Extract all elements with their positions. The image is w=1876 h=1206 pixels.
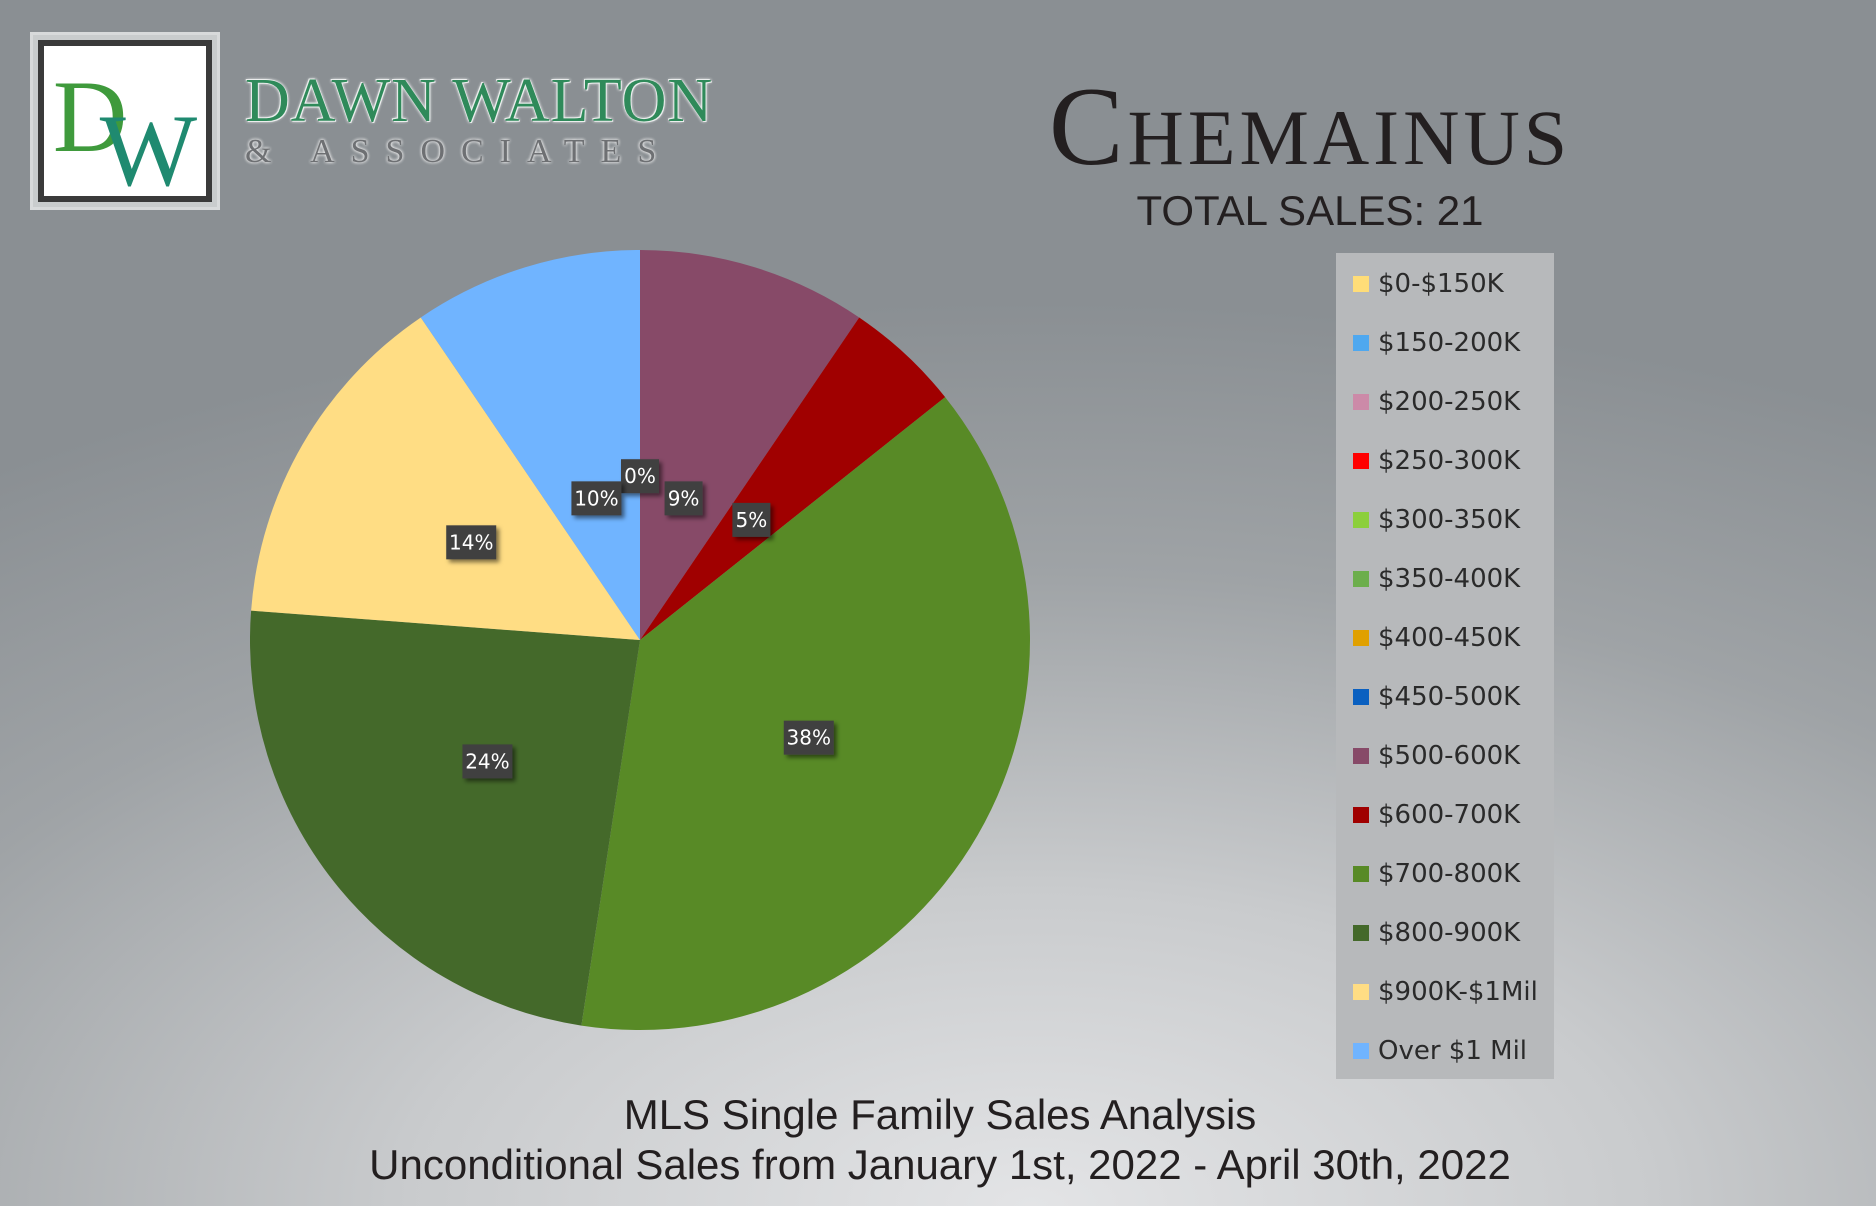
legend-label: $200-250K — [1378, 387, 1521, 417]
brand-subtitle: & ASSOCIATES — [245, 133, 673, 170]
legend-swatch — [1353, 394, 1369, 410]
legend-item: $200-250K — [1336, 380, 1554, 439]
legend-swatch — [1353, 630, 1369, 646]
legend-swatch — [1353, 866, 1369, 882]
legend-label: Over $1 Mil — [1378, 1036, 1528, 1066]
legend-item: $800-900K — [1336, 911, 1554, 970]
legend-swatch — [1353, 925, 1369, 941]
legend-swatch — [1353, 807, 1369, 823]
pie-data-label-text: 38% — [787, 726, 831, 750]
pie-slice — [251, 317, 640, 640]
pie-data-label-box — [571, 481, 622, 516]
legend-swatch — [1353, 984, 1369, 1000]
logo-letter-w: W — [100, 94, 198, 196]
legend-item: $450-500K — [1336, 675, 1554, 734]
logo-letter-d: D — [53, 60, 127, 174]
legend-label: $350-400K — [1378, 564, 1521, 594]
brand-name: DAWN WALTON — [245, 67, 714, 135]
pie-data-label-box — [446, 525, 497, 560]
city-title: Chemainus — [1048, 65, 1572, 189]
legend-label: $0-$150K — [1378, 269, 1504, 299]
legend-label: $700-800K — [1378, 859, 1521, 889]
pie-slice — [640, 250, 860, 640]
legend-label: $800-900K — [1378, 918, 1521, 948]
pie-data-label-box — [621, 459, 659, 494]
pie-data-label: 24% — [462, 744, 513, 779]
legend-item: $400-450K — [1336, 616, 1554, 675]
footer: MLS Single Family Sales Analysis Uncondi… — [200, 1090, 1680, 1190]
brand-wordmark: DAWN WALTON & ASSOCIATES — [245, 68, 745, 170]
legend-label: $250-300K — [1378, 446, 1521, 476]
footer-date-range: Unconditional Sales from January 1st, 20… — [369, 1141, 1511, 1188]
pie-data-label: 38% — [783, 720, 834, 755]
pie-chart-svg: 0% 9% 5% 38% 24% 14% 10% — [250, 250, 1030, 1030]
pie-slice — [640, 317, 946, 640]
legend-item: $500-600K — [1336, 734, 1554, 793]
pie-data-label-text: 10% — [574, 486, 618, 510]
pie-data-label: 0% — [621, 459, 659, 494]
legend-label: $300-350K — [1378, 505, 1521, 535]
legend-label: $400-450K — [1378, 623, 1521, 653]
logo: D W — [30, 32, 220, 210]
pie-data-label: 14% — [446, 525, 497, 560]
legend-swatch — [1353, 453, 1369, 469]
legend-label: $450-500K — [1378, 682, 1521, 712]
pie-slice — [581, 397, 1030, 1030]
legend-swatch — [1353, 335, 1369, 351]
legend-item: $150-200K — [1336, 321, 1554, 380]
legend-swatch — [1353, 1043, 1369, 1059]
legend-item: $0-$150K — [1336, 262, 1554, 321]
legend-item: $900K-$1Mil — [1336, 970, 1554, 1029]
legend-item: $250-300K — [1336, 439, 1554, 498]
legend-swatch — [1353, 512, 1369, 528]
legend-swatch — [1353, 689, 1369, 705]
legend-label: $150-200K — [1378, 328, 1521, 358]
pie-slice — [420, 250, 640, 640]
pie-data-label-box — [664, 481, 703, 516]
pie-data-label-box — [783, 720, 834, 755]
footer-title: MLS Single Family Sales Analysis — [623, 1091, 1257, 1138]
logo-monogram: D W — [53, 60, 198, 196]
legend-swatch — [1353, 748, 1369, 764]
pie-data-label-box — [732, 502, 771, 537]
total-sales: TOTAL SALES: 21 — [1136, 187, 1484, 234]
pie-data-label-text: 14% — [449, 530, 493, 554]
pie-chart: 0% 9% 5% 38% 24% 14% 10% — [200, 200, 1080, 1070]
chart-legend: $0-$150K $150-200K $200-250K $250-300K $300-… — [1336, 253, 1554, 1079]
pie-data-label-text: 0% — [624, 464, 656, 488]
pie-data-label: 9% — [664, 481, 703, 516]
pie-slice — [250, 610, 640, 1026]
pie-data-label-text: 5% — [736, 508, 768, 532]
legend-label: $600-700K — [1378, 800, 1521, 830]
pie-data-label-text: 24% — [465, 749, 509, 773]
pie-data-label-box — [462, 744, 513, 779]
pie-data-label: 10% — [571, 481, 622, 516]
legend-swatch — [1353, 571, 1369, 587]
pie-data-label-text: 9% — [668, 486, 700, 510]
legend-label: $500-600K — [1378, 741, 1521, 771]
legend-item: $700-800K — [1336, 852, 1554, 911]
pie-data-label: 5% — [732, 502, 771, 537]
legend-item: $350-400K — [1336, 557, 1554, 616]
legend-label: $900K-$1Mil — [1378, 977, 1538, 1007]
legend-item: $600-700K — [1336, 793, 1554, 852]
legend-item: Over $1 Mil — [1336, 1029, 1554, 1088]
legend-swatch — [1353, 276, 1369, 292]
logo-frame: D W — [38, 40, 212, 202]
legend-item: $300-350K — [1336, 498, 1554, 557]
